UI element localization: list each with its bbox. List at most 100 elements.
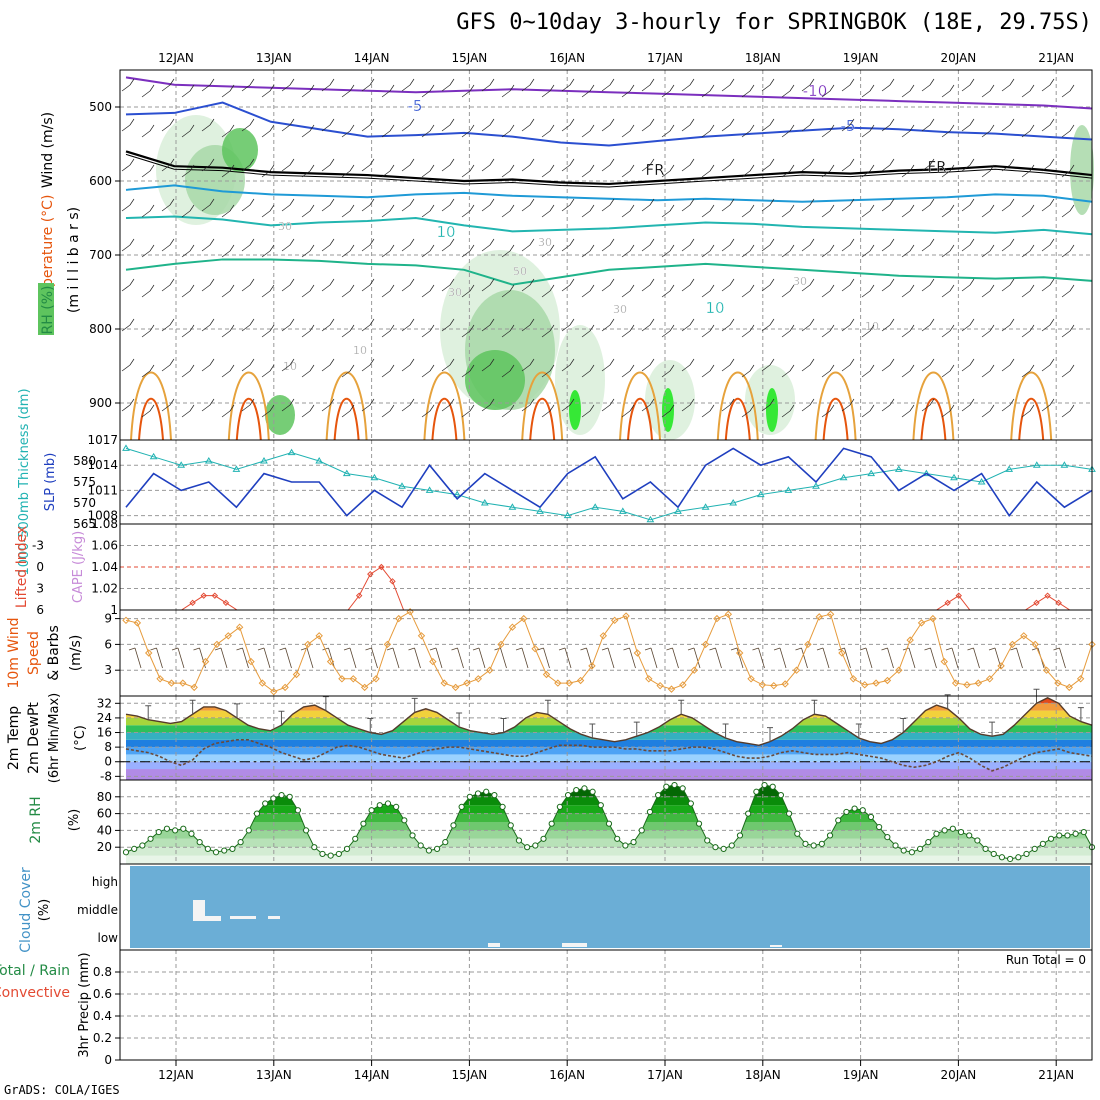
cape-ytick-label: 1.02 [91, 582, 118, 596]
upper-ylabel-millibars: (m i l l i b a r s) [66, 207, 82, 313]
wind-barb [121, 158, 135, 172]
minmax-bar [855, 723, 862, 738]
rh-point [294, 807, 302, 814]
lifted-index-point [955, 592, 962, 599]
wind-barb [461, 404, 475, 418]
wind-barb [321, 118, 335, 132]
surface-wind-barb [601, 647, 615, 669]
wind-barb [561, 78, 575, 92]
wind-barb [261, 364, 275, 378]
wind-speed-point [429, 657, 437, 666]
wind-speed-point [701, 640, 710, 649]
rh-shade [222, 128, 258, 172]
wind-speed-point [747, 675, 755, 683]
wind-barb [1021, 164, 1035, 178]
wind-barb [1061, 284, 1075, 298]
cape-ytick-label: 1.04 [91, 560, 118, 574]
wind-speed-point [690, 666, 698, 674]
thickness-point [867, 469, 876, 477]
minmax-bar [145, 705, 152, 720]
rh-point [212, 849, 220, 856]
wind-barb [801, 78, 815, 92]
thickness-point [425, 486, 434, 493]
wind-barb [921, 278, 935, 292]
bottom-date-label: 13JAN [256, 1068, 292, 1082]
rh-ylabel-1: 2m RH [28, 796, 44, 843]
wind-barb [561, 158, 575, 172]
slp-ylabel-thickness: 1000-500mb Thickness (dm) [17, 388, 32, 575]
rh-band [126, 855, 1092, 864]
wind-barb [141, 364, 155, 378]
slp-ytick-label: 1008 [87, 509, 118, 523]
wind-barb [621, 204, 635, 218]
wind-barb [941, 204, 955, 218]
wind-barb [221, 204, 235, 218]
wind-barb [421, 244, 435, 258]
wind-speed-point [292, 670, 301, 679]
wind-barb [801, 238, 815, 252]
surface-wind-barb [859, 647, 873, 669]
wind-barb [821, 244, 835, 258]
rh-point [1007, 855, 1014, 863]
wind-barb [1001, 278, 1015, 292]
wind-speed-point [417, 632, 426, 640]
temp-band [126, 761, 1092, 770]
wind-barb [281, 358, 295, 372]
wind-barb [421, 364, 435, 378]
wind-speed-point [145, 649, 153, 657]
wind-barb [581, 364, 595, 378]
temp-ylabel-4: (°C) [73, 725, 88, 751]
surface-wind-barb [128, 647, 142, 669]
isotherm-hot [1018, 397, 1045, 441]
wind-speed-point [986, 675, 994, 683]
wind-speed-point [826, 610, 835, 619]
wind-barb [941, 84, 955, 98]
wind-barb [481, 358, 495, 372]
wind-barb [641, 78, 655, 92]
isotherm-warm [130, 371, 172, 441]
wind-barb [241, 318, 255, 332]
precip-ylabel-total: Total / Rain [0, 963, 70, 979]
lifted-index-point [355, 592, 363, 599]
wind-barb [1041, 238, 1055, 252]
wind-barb [481, 278, 495, 292]
slp-line [125, 447, 1093, 517]
rh-point [286, 793, 293, 800]
wind-barb [361, 278, 375, 292]
surface-wind-barb [1053, 647, 1066, 669]
wind-barb [781, 204, 795, 218]
rh-point [1031, 845, 1038, 852]
thickness-point [287, 448, 296, 456]
rh-point [892, 842, 899, 849]
rh-point [515, 837, 523, 844]
thickness-point [950, 473, 958, 481]
wind-barb [761, 78, 775, 92]
thickness-point [812, 482, 820, 489]
wind-barb [181, 284, 195, 298]
wind-speed-point [940, 657, 948, 666]
upper-ytick-label: 900 [89, 396, 112, 410]
rh-point [916, 845, 924, 852]
rh-point [933, 830, 940, 837]
isotherm-5 [125, 184, 1093, 203]
wind-speed-point [156, 675, 164, 683]
wind-barb [141, 244, 155, 258]
minmax-bar [767, 727, 773, 742]
temp-ylabel-1: 2m Temp [6, 706, 22, 770]
upper-ytick-label: 600 [89, 174, 112, 188]
top-date-label: 15JAN [452, 51, 488, 65]
wind-barb [121, 238, 135, 252]
wind10m-ytick-label: 6 [104, 637, 112, 651]
minmax-bar [722, 723, 729, 738]
wind-barb [841, 198, 855, 212]
wind-barb [321, 358, 335, 372]
wind-barb [581, 124, 595, 138]
cloud-fraction-mark [230, 916, 256, 919]
wind-barb [641, 198, 655, 212]
wind-speed-point [1031, 640, 1039, 649]
wind-barb [241, 278, 255, 292]
wind-barb [581, 84, 595, 98]
wind-barb [261, 324, 275, 338]
wind-barb [361, 238, 375, 252]
wind-barb [801, 358, 815, 372]
